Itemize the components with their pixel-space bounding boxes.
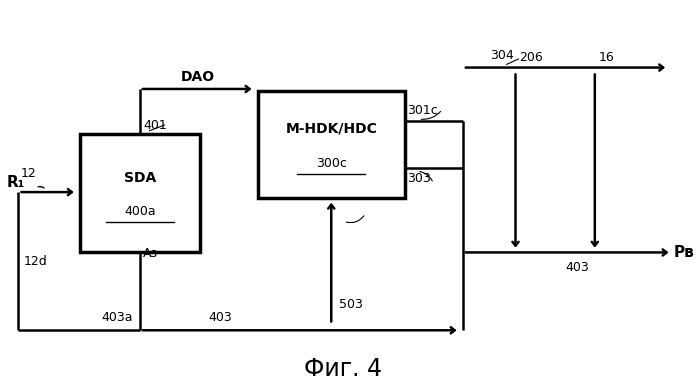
FancyBboxPatch shape bbox=[258, 91, 405, 198]
Text: 304: 304 bbox=[490, 49, 514, 62]
Text: 301c: 301c bbox=[408, 104, 438, 117]
Text: DAO: DAO bbox=[181, 70, 215, 84]
Text: 403: 403 bbox=[208, 311, 232, 325]
Text: 16: 16 bbox=[598, 51, 614, 64]
Text: Фиг. 4: Фиг. 4 bbox=[304, 357, 383, 381]
Text: M-HDK/HDC: M-HDK/HDC bbox=[285, 122, 377, 136]
Text: 403a: 403a bbox=[101, 311, 133, 325]
FancyBboxPatch shape bbox=[80, 134, 200, 252]
Text: 400a: 400a bbox=[124, 205, 156, 218]
Text: 206: 206 bbox=[519, 51, 542, 64]
Text: SDA: SDA bbox=[124, 171, 156, 185]
Text: 503: 503 bbox=[339, 298, 364, 311]
Text: 403: 403 bbox=[565, 261, 589, 274]
Text: 300c: 300c bbox=[315, 157, 347, 170]
Text: 12d: 12d bbox=[24, 255, 47, 268]
Text: 303: 303 bbox=[408, 172, 431, 185]
Text: Pв: Pв bbox=[674, 245, 695, 260]
Text: 12: 12 bbox=[21, 167, 36, 180]
Text: As: As bbox=[143, 247, 158, 260]
Text: R₁: R₁ bbox=[6, 175, 24, 190]
Text: 401: 401 bbox=[143, 119, 167, 132]
